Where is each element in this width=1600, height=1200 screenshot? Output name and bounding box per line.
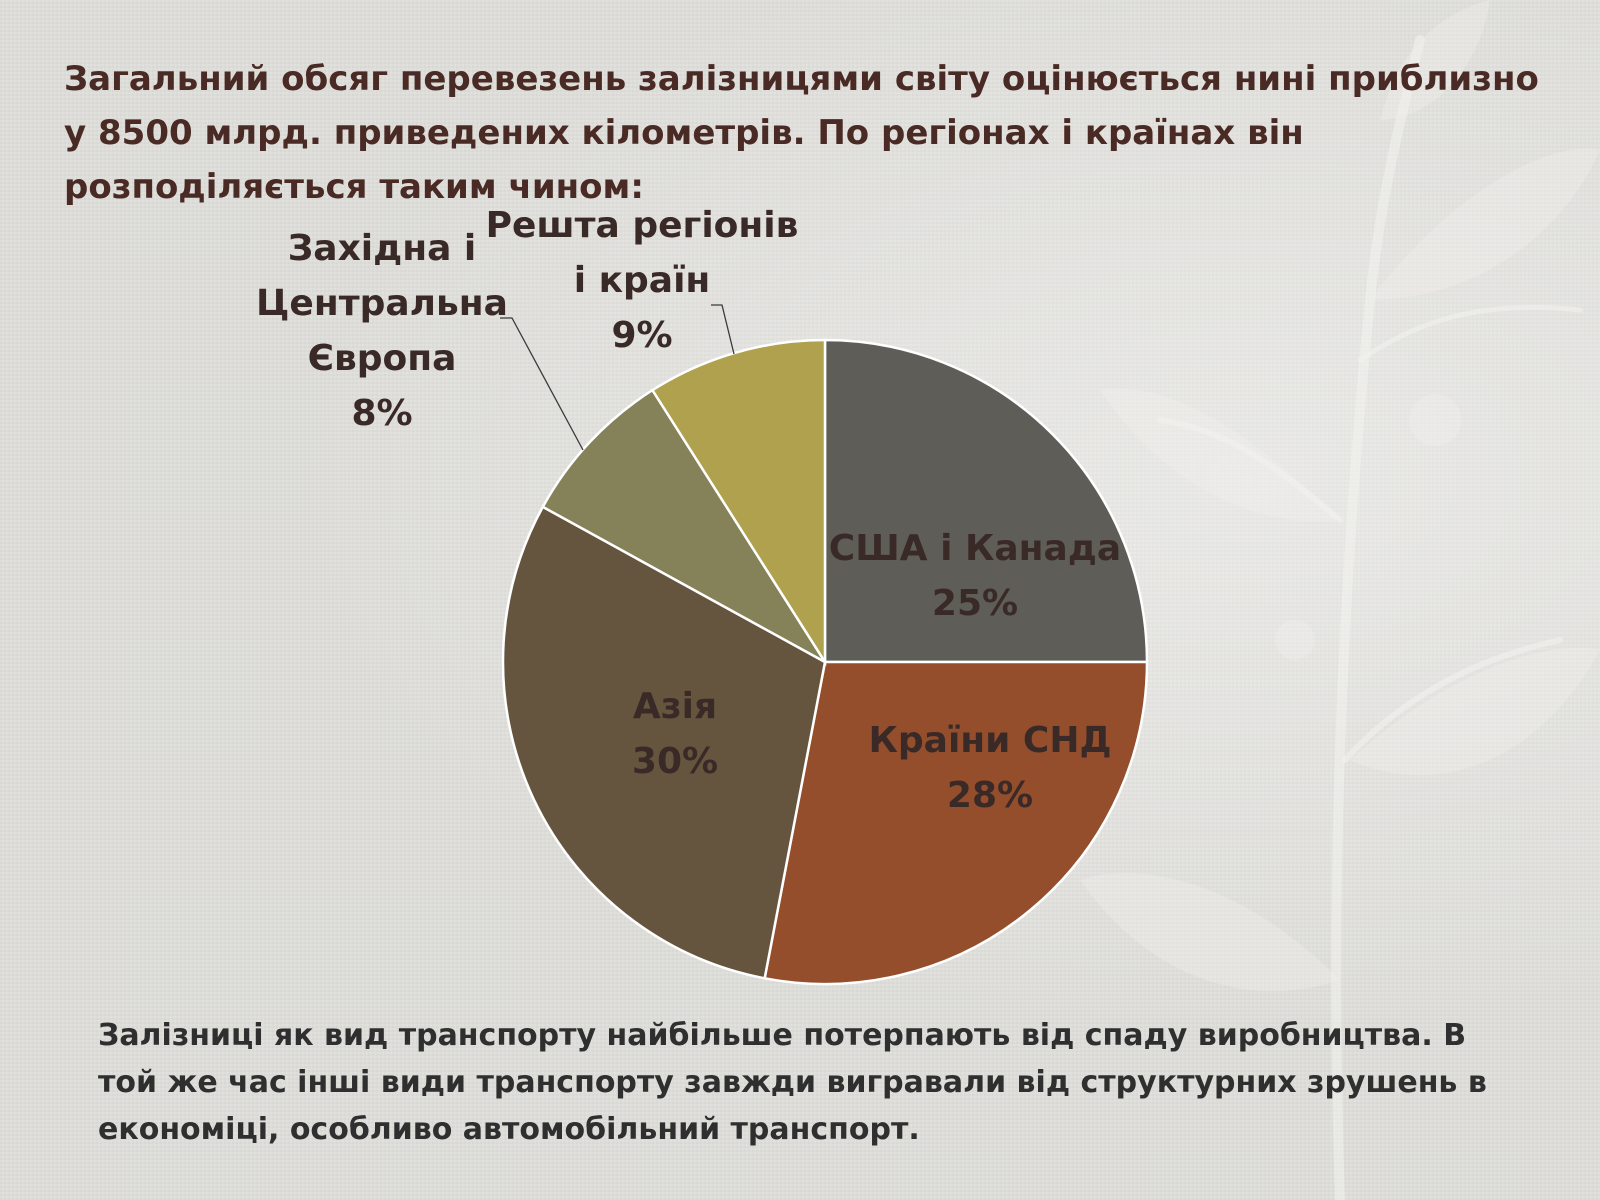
leader-lines [500,304,735,451]
slice-category-label: Країни СНД [868,720,1111,761]
slice-value-label: 9% [611,315,672,356]
slide-title: Загальний обсяг перевезень залізницями с… [64,59,1539,207]
slice-labels: США і Канада 25% Країни СНД 28% Азія 30% Захід… [256,205,1121,816]
slice-category-label: Азія [633,686,717,727]
plant-decoration [1080,0,1600,1200]
slice-category-label: Європа [308,338,457,379]
slice-category-label: Решта регіонів [486,205,799,246]
slice-category-label: і країн [574,260,711,301]
pie-slices [501,338,1149,986]
slice-value-label: 25% [932,583,1018,624]
slice-category-label: США і Канада [829,528,1121,569]
pie-slice [541,388,827,664]
slice-value-label: 30% [632,741,718,782]
pie-slice [501,505,827,980]
pie-slice [763,660,1149,986]
slice-value-label: 8% [351,393,412,434]
slice-category-label: Центральна [256,283,508,324]
slice-category-label: Західна і [288,228,477,269]
footer-text: Залізниці як вид транспорту найбільше по… [98,1018,1487,1147]
slice-value-label: 28% [947,775,1033,816]
pie-slice [650,338,827,667]
leader-line [500,317,584,451]
leader-line [711,304,735,355]
pie-slice [823,338,1149,664]
